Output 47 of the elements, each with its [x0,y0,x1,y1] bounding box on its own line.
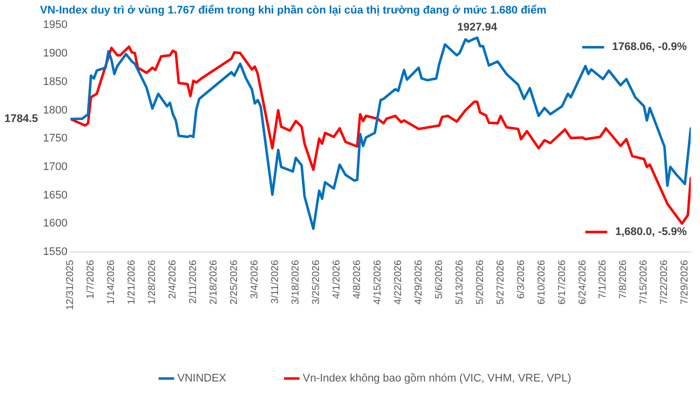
x-tick-label: 7/1/2026 [598,260,609,299]
annotation: 1927.94 [457,22,498,34]
x-tick-label: 7/29/2026 [680,260,691,304]
x-tick-label: 3/18/2026 [290,260,302,304]
x-tick-label: 6/17/2026 [556,260,568,304]
legend-label: Vn-Index không bao gồm nhóm (VIC, VHM, VRE, VPL) [302,372,572,385]
x-tick-label: 1/28/2026 [147,260,158,304]
x-tick-label: 4/1/2026 [331,260,342,299]
y-tick-label: 1800 [42,104,68,116]
chart-title: VN-Index duy trì ở vùng 1.767 điểm trong khi phần còn lại của thị trường đang ở mức 1.680 điểm [40,4,547,17]
y-tick-label: 1950 [42,19,68,32]
y-tick-label: 1900 [42,48,68,60]
x-tick-label: 2/18/2026 [208,260,220,304]
annotation: 1768.06, -0.9% [612,41,687,54]
y-tick-label: 1550 [42,246,68,258]
x-tick-label: 12/31/2025 [65,260,76,310]
annotation: 1784.5 [4,113,38,126]
x-tick-label: 5/27/2026 [495,260,506,304]
x-tick-label: 5/13/2026 [454,260,466,304]
x-tick-label: 7/8/2026 [618,260,630,299]
x-tick-label: 2/11/2026 [188,260,200,304]
x-tick-label: 4/8/2026 [352,260,363,299]
x-tick-label: 5/20/2026 [474,260,486,304]
x-tick-label: 4/22/2026 [392,260,404,304]
x-tick-label: 2/25/2026 [229,260,240,304]
x-tick-label: 6/24/2026 [577,260,588,304]
x-tick-label: 2/4/2026 [168,260,179,299]
x-tick-label: 1/14/2026 [106,260,118,304]
y-tick-label: 1650 [42,189,68,202]
y-tick-label: 1850 [42,76,68,88]
legend-label: VNINDEX [177,372,227,385]
x-tick-label: 1/21/2026 [126,260,138,304]
x-tick-label: 6/3/2026 [516,260,527,299]
x-tick-label: 3/4/2026 [250,260,261,299]
y-tick-label: 1700 [42,160,68,173]
y-tick-label: 1750 [42,132,68,145]
x-tick-label: 5/6/2026 [434,260,445,299]
x-tick-label: 4/15/2026 [372,260,384,304]
x-tick-label: 4/29/2026 [413,260,424,304]
x-tick-label: 1/7/2026 [86,260,97,299]
x-tick-label: 3/25/2026 [311,260,322,304]
annotation: 1,680.0, -5.9% [615,226,687,238]
x-tick-label: 7/22/2026 [659,260,670,304]
x-tick-label: 6/10/2026 [536,260,548,304]
y-tick-label: 1600 [42,218,68,230]
x-tick-label: 7/15/2026 [638,260,650,304]
x-tick-label: 3/11/2026 [270,260,282,304]
